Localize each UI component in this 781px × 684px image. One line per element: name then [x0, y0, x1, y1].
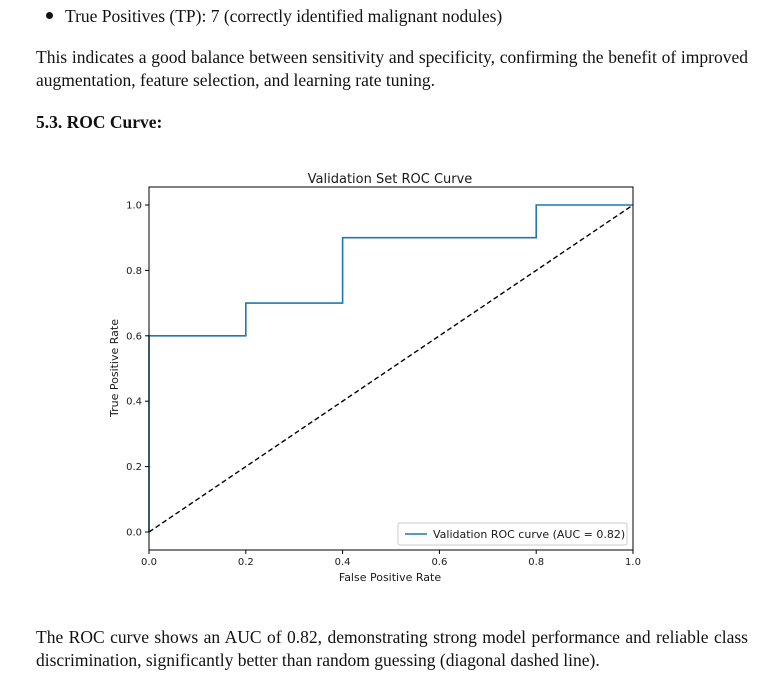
legend-box: [397, 522, 628, 546]
paragraph-balance: This indicates a good balance between se…: [36, 47, 748, 90]
x-tick-label: 0.8: [528, 557, 544, 568]
x-tick-label: 0.2: [238, 557, 254, 568]
x-axis-label: False Positive Rate: [339, 571, 441, 584]
legend-label: Validation ROC curve (AUC = 0.82): [433, 528, 625, 541]
y-tick-label: 0.4: [126, 397, 142, 408]
paragraph-roc-summary: The ROC curve shows an AUC of 0.82, demo…: [36, 627, 748, 670]
y-tick-label: 0.2: [126, 462, 142, 473]
y-tick-label: 0.6: [126, 331, 142, 342]
roc-curve-line: [148, 204, 633, 532]
bullet-item: True Positives (TP): 7 (correctly identi…: [46, 4, 502, 28]
plot-frame: [148, 186, 634, 551]
roc-chart: Validation Set ROC Curve 0.0 0.2 0.4 0.6 0.8…: [108, 172, 641, 584]
chart-title: Validation Set ROC Curve: [308, 172, 473, 187]
y-tick-label: 0.8: [126, 266, 142, 277]
y-axis-label: True Positive Rate: [108, 319, 121, 418]
bullet-text: True Positives (TP): 7 (correctly identi…: [65, 6, 503, 26]
section-heading: 5.3. ROC Curve:: [36, 112, 163, 132]
y-tick-label: 1.0: [126, 201, 142, 212]
chart-legend: Validation ROC curve (AUC = 0.82): [397, 522, 628, 546]
x-tick-label: 0.6: [431, 557, 447, 568]
y-tick-label: 0.0: [126, 528, 142, 539]
x-tick-label: 0.4: [335, 557, 351, 568]
random-guess-diagonal-line: [148, 204, 634, 533]
bullet-dot-icon: [46, 12, 53, 20]
x-tick-label: 1.0: [625, 557, 641, 568]
x-tick-label: 0.0: [141, 557, 157, 568]
